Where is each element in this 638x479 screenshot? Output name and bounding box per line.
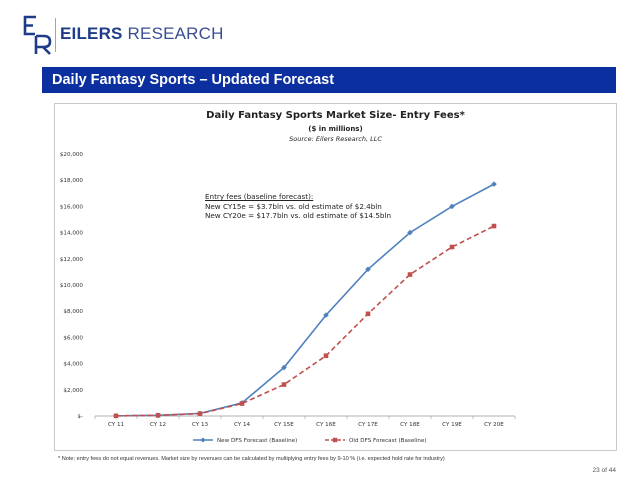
y-tick-label: $2,000 [63,388,83,394]
legend-marker-new [200,437,206,443]
data-point-new-cy-16e [323,312,329,318]
page-number: 23 of 44 [592,467,617,474]
data-point-old-cy-14 [239,401,245,406]
data-point-old-cy-13 [197,411,203,416]
chart-container: Daily Fantasy Sports Market Size- Entry … [54,103,617,451]
annotation-line-1: New CY15e = $3.7bln vs. old estimate of … [205,201,382,211]
y-tick-label: $18,000 [60,178,84,184]
data-point-old-cy-19e [449,244,455,250]
y-tick-label: $6,000 [63,335,83,341]
data-point-new-cy-17e [365,266,371,273]
y-tick-label: $20,000 [60,152,84,158]
slide-title: Daily Fantasy Sports – Updated Forecast [52,72,335,88]
x-tick-label: CY 13 [192,422,209,428]
data-point-old-cy-20e [491,223,497,229]
y-tick-label: $16,000 [60,204,84,210]
x-tick-label: CY 19E [442,422,462,428]
data-point-new-cy-15e [281,364,287,371]
x-tick-label: CY 12 [150,422,166,428]
line-chart: $- $2,000 $4,000 $6,000 $8,000 $10,000 $12,000… [60,152,516,444]
data-point-old-cy-15e [281,382,287,387]
title-banner: Daily Fantasy Sports – Updated Forecast [42,67,616,93]
y-tick-label: $14,000 [60,231,84,237]
y-tick-label: $8,000 [63,309,83,315]
annotation-heading: Entry fees (baseline forecast): [205,192,314,201]
data-point-old-cy-16e [323,353,329,359]
chart-title: Daily Fantasy Sports Market Size- Entry … [206,110,465,121]
y-tick-label: $10,000 [60,283,84,289]
x-tick-label: CY 15E [274,422,294,428]
data-point-old-cy-18e [407,272,413,277]
annotation-line-2: New CY20e = $17.7bln vs. old estimate of… [205,211,392,220]
eilers-logo [23,15,52,55]
data-point-new-cy-20e [491,181,497,187]
logo-separator [55,18,56,52]
data-point-new-cy-18e [407,229,413,236]
legend-marker-old [332,437,338,443]
y-tick-label: $- [77,414,83,420]
x-tick-label: CY 16E [316,422,336,428]
footnote: * Note; entry fees do not equal revenues… [58,456,445,462]
legend-label-old: Old DFS Forecast (Baseline) [349,438,427,444]
series-line-old [115,225,495,417]
y-tick-label: $4,000 [63,362,83,368]
x-tick-label: CY 18E [400,422,420,428]
chart-annotation: Entry fees (baseline forecast): New CY15… [205,192,391,221]
brand-name: EILERS RESEARCH [60,24,224,43]
x-tick-label: CY 11 [108,422,125,428]
data-point-old-cy-11 [113,413,119,419]
x-tick-label: CY 17E [358,422,378,428]
x-tick-label: CY 14 [234,422,251,428]
data-point-old-cy-12 [155,413,161,418]
chart-source: Source: Eilers Research, LLC [289,135,382,143]
chart-subtitle: ($ in millions) [308,125,363,133]
legend-label-new: New DFS Forecast (Baseline) [217,438,297,444]
data-point-new-cy-19e [449,203,455,210]
y-tick-label: $12,000 [60,257,84,263]
data-point-old-cy-17e [365,311,371,317]
series-line-new [115,183,495,417]
x-tick-label: CY 20E [484,422,504,428]
